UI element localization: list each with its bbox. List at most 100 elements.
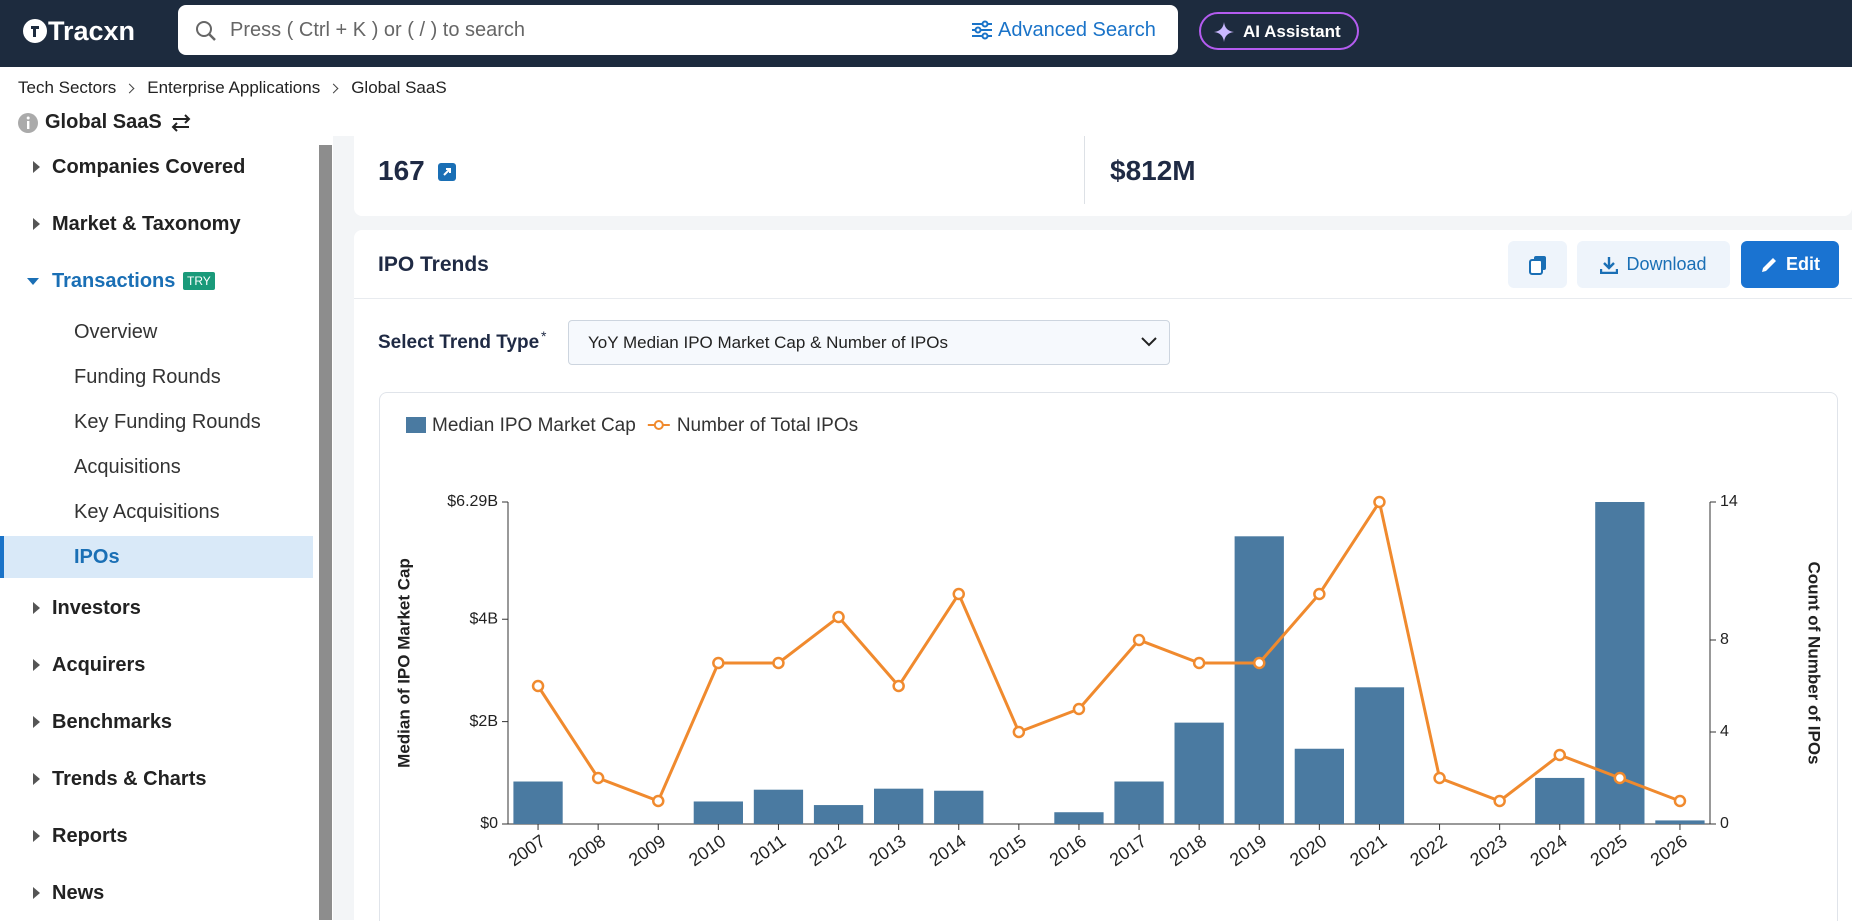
caret-right [33,218,40,230]
download-label: Download [1626,254,1707,274]
bar [1234,536,1284,824]
sidebar-item[interactable]: Trends & Charts [52,768,207,790]
x-tick-label: 2018 [1166,831,1210,870]
legend-label: Median IPO Market Cap [432,415,636,436]
caret-right [33,716,40,728]
x-tick-label: 2011 [746,831,789,870]
logo-icon [23,19,47,43]
legend-label: Number of Total IPOs [677,415,858,436]
line-point [712,656,725,670]
bar [1114,781,1164,824]
trend-dropdown[interactable]: YoY Median IPO Market Cap & Number of IP… [568,320,1170,365]
x-tick-label: 2020 [1286,831,1330,870]
y2-tick-label: 8 [1720,631,1729,648]
copy-icon [1528,255,1546,275]
edit-button[interactable]: Edit [1741,241,1839,288]
download-button[interactable]: Download [1577,241,1730,288]
breadcrumb-item[interactable]: Enterprise Applications [147,78,321,97]
y-tick-label: $6.29B [447,493,498,510]
line-point [892,679,905,693]
ai-assistant-button[interactable]: AI Assistant [1199,12,1359,50]
download-icon [1600,256,1619,274]
separator [328,83,339,93]
sidebar-subitem[interactable]: Overview [74,321,158,343]
sidebar-item[interactable]: Acquirers [52,654,146,676]
bar [813,805,864,824]
sparkle-icon [1214,22,1234,42]
bar [1354,687,1405,824]
x-tick-label: 2010 [685,831,729,870]
logo[interactable]: Tracxn [48,16,136,46]
x-tick-label: 2024 [1526,831,1570,870]
scrollbar[interactable] [319,145,332,920]
breadcrumb-item[interactable]: Tech Sectors [18,78,117,97]
line-point [1613,771,1627,785]
sidebar-item[interactable]: Companies Covered [52,156,246,178]
line-point [1253,656,1266,670]
y2-tick-label: 4 [1720,723,1729,740]
x-tick-label: 2021 [1346,831,1390,870]
badge: TRY [183,272,215,290]
copy-button[interactable] [1508,241,1567,288]
separator [124,83,135,93]
sidebar-item[interactable]: Transactions [52,270,176,292]
sidebar-item[interactable]: Benchmarks [52,711,173,733]
divider [1084,136,1085,204]
search-box[interactable]: Press ( Ctrl + K ) or ( / ) to search Ad… [178,5,1178,55]
switch-icon[interactable] [170,112,192,134]
sidebar-subitem[interactable]: Funding Rounds [74,366,221,388]
line-point [1192,656,1206,670]
line-point [1313,587,1326,601]
caret-right [33,773,40,785]
line-point [1493,794,1506,808]
x-tick-label: 2007 [505,831,549,870]
link-icon[interactable] [438,163,456,181]
caret-right [33,602,40,614]
bar [1054,812,1104,824]
advanced-search[interactable]: Advanced Search [998,19,1156,41]
stat-value: $812M [1110,155,1196,186]
breadcrumb: Tech Sectors Enterprise Applications Globa… [18,78,447,98]
sidebar-item[interactable]: Market & Taxonomy [52,213,241,235]
x-tick-label: 2012 [805,831,849,870]
search-icon [196,21,216,41]
line-point [531,679,545,693]
x-tick-label: 2017 [1106,831,1150,870]
x-tick-label: 2009 [625,831,669,870]
caret-right [33,887,40,899]
line-point [1373,495,1386,509]
x-tick-label: 2013 [865,831,909,870]
bar [1535,777,1585,824]
line-point [952,587,965,601]
caret-right [33,659,40,671]
required-mark: * [541,328,547,344]
sidebar-subitem[interactable]: Key Acquisitions [74,501,220,523]
y2-tick-label: 14 [1720,493,1738,510]
sidebar-subitem[interactable]: Key Funding Rounds [74,411,261,433]
search-placeholder: Press ( Ctrl + K ) or ( / ) to search [230,19,526,41]
legend-swatch [406,417,426,433]
line-point [1673,794,1687,808]
x-tick-label: 2015 [986,831,1030,870]
panel-title: IPO Trends [378,253,489,276]
sidebar-subitem[interactable]: Acquisitions [74,456,181,478]
bar [1174,722,1224,824]
bar [1294,748,1344,824]
line-point [1072,702,1086,716]
sidebar-subitem[interactable]: IPOs [74,546,120,568]
y-tick-label: $4B [470,610,498,627]
filter-icon [972,20,992,40]
x-tick-label: 2014 [925,831,969,870]
sidebar-item[interactable]: Investors [52,597,141,619]
line-point [832,610,845,624]
bar [934,790,984,824]
x-tick-label: 2022 [1406,831,1450,870]
sidebar-item[interactable]: News [52,882,105,904]
line-point [652,794,665,808]
sidebar-item[interactable]: Reports [52,825,128,847]
breadcrumb-item[interactable]: Global SaaS [351,78,447,97]
x-tick-label: 2008 [565,831,609,870]
dropdown-value: YoY Median IPO Market Cap & Number of IP… [588,333,948,352]
ai-assistant-label: AI Assistant [1243,22,1341,41]
